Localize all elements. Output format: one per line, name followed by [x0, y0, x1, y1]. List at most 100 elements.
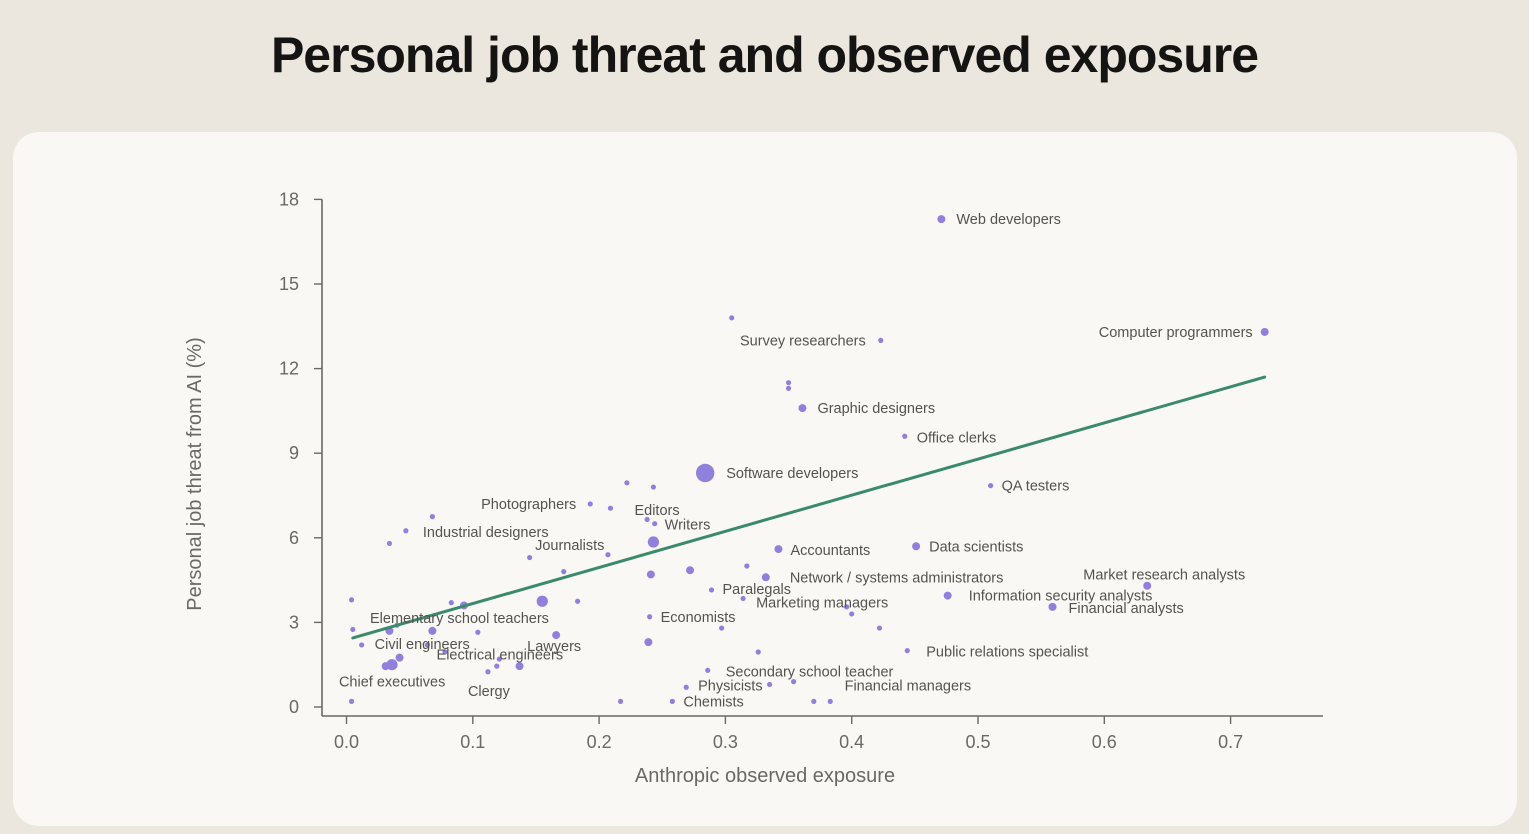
y-tick-label: 15 [279, 274, 299, 294]
data-point [708, 587, 715, 593]
data-point [644, 516, 650, 523]
y-tick-label: 9 [289, 443, 299, 463]
x-tick-label: 0.6 [1092, 732, 1117, 752]
data-point [359, 642, 365, 648]
point-label: Information security analysts [969, 589, 1153, 605]
x-tick-label: 0.0 [334, 732, 359, 752]
point-label: Writers [665, 518, 711, 534]
x-tick-label: 0.3 [713, 732, 738, 752]
data-point [428, 626, 437, 635]
point-label: Clergy [468, 684, 511, 700]
data-point [350, 626, 356, 633]
y-tick-label: 6 [289, 528, 299, 548]
data-point [644, 638, 653, 647]
data-point [496, 656, 502, 662]
data-point [798, 404, 807, 413]
y-tick-label: 12 [279, 359, 299, 379]
data-point [1143, 581, 1152, 590]
data-point [652, 521, 658, 527]
data-point [348, 698, 355, 704]
data-point [849, 611, 855, 617]
point-label: Industrial designers [423, 525, 549, 541]
point-label: Public relations specialist [926, 645, 1088, 661]
data-point [744, 563, 750, 569]
x-tick-label: 0.4 [839, 732, 864, 752]
x-axis-label: Anthropic observed exposure [635, 765, 895, 787]
data-point [605, 552, 611, 558]
data-point [695, 463, 715, 483]
point-label: Lawyers [527, 639, 581, 655]
data-point [448, 600, 454, 606]
data-point [485, 669, 491, 675]
point-label: Office clerks [917, 430, 997, 446]
point-label: Civil engineers [375, 637, 470, 653]
point-label: Survey researchers [740, 333, 866, 349]
data-point [395, 653, 404, 662]
data-point [646, 570, 655, 579]
y-tick-label: 18 [279, 189, 299, 209]
point-label: Market research analysts [1083, 568, 1245, 584]
data-point [647, 614, 653, 620]
data-point [494, 663, 500, 669]
point-label: Computer programmers [1099, 325, 1253, 341]
data-point [719, 625, 725, 631]
trend-line [351, 375, 1267, 640]
data-point [381, 662, 390, 671]
data-point [785, 380, 792, 386]
x-tick-label: 0.7 [1218, 732, 1243, 752]
x-tick-label: 0.1 [460, 732, 485, 752]
data-point [403, 528, 409, 534]
point-label: Chief executives [339, 675, 445, 691]
data-point [607, 505, 614, 511]
point-label: Electrical engineers [437, 648, 564, 664]
data-point [937, 215, 946, 224]
data-point [575, 598, 581, 604]
data-point [442, 649, 448, 655]
data-point [527, 554, 533, 561]
data-point [774, 545, 783, 554]
y-tick-label: 0 [289, 697, 299, 717]
data-point [912, 542, 921, 551]
page-title: Personal job threat and observed exposur… [270, 27, 1259, 83]
point-label: Network / systems administrators [790, 570, 1004, 586]
point-label: Marketing managers [756, 595, 888, 611]
point-label: Editors [634, 503, 679, 519]
data-point [827, 698, 833, 704]
data-point [904, 648, 910, 654]
data-point [943, 591, 952, 600]
data-point [1260, 327, 1269, 336]
point-label: Software developers [726, 466, 858, 482]
point-label: Secondary school teacher [726, 664, 894, 680]
data-point [844, 604, 850, 610]
data-point [386, 540, 393, 547]
point-label: Chemists [683, 694, 743, 710]
point-label: Economists [661, 610, 736, 626]
data-point [705, 667, 711, 673]
data-point [686, 566, 695, 575]
data-point [876, 625, 883, 631]
data-point [475, 629, 481, 635]
data-point [624, 480, 630, 486]
data-point [729, 315, 735, 321]
data-point [767, 681, 773, 688]
data-point [669, 698, 675, 704]
point-label: Elementary school teachers [370, 611, 549, 627]
data-point [785, 385, 792, 391]
data-point [902, 433, 908, 439]
point-label: Web developers [956, 212, 1061, 228]
data-point [424, 642, 430, 648]
point-label: QA testers [1002, 479, 1070, 495]
y-axis-label: Personal job threat from AI (%) [184, 337, 206, 610]
point-label: Accountants [790, 543, 870, 559]
chart-card [13, 132, 1517, 826]
data-point [429, 514, 435, 520]
y-tick-label: 3 [289, 612, 299, 632]
point-label: Graphic designers [817, 401, 935, 417]
data-point [536, 595, 548, 607]
data-point [647, 536, 660, 548]
data-point [617, 698, 624, 704]
data-point [650, 484, 657, 490]
data-point [878, 337, 884, 343]
point-label: Photographers [481, 497, 576, 513]
